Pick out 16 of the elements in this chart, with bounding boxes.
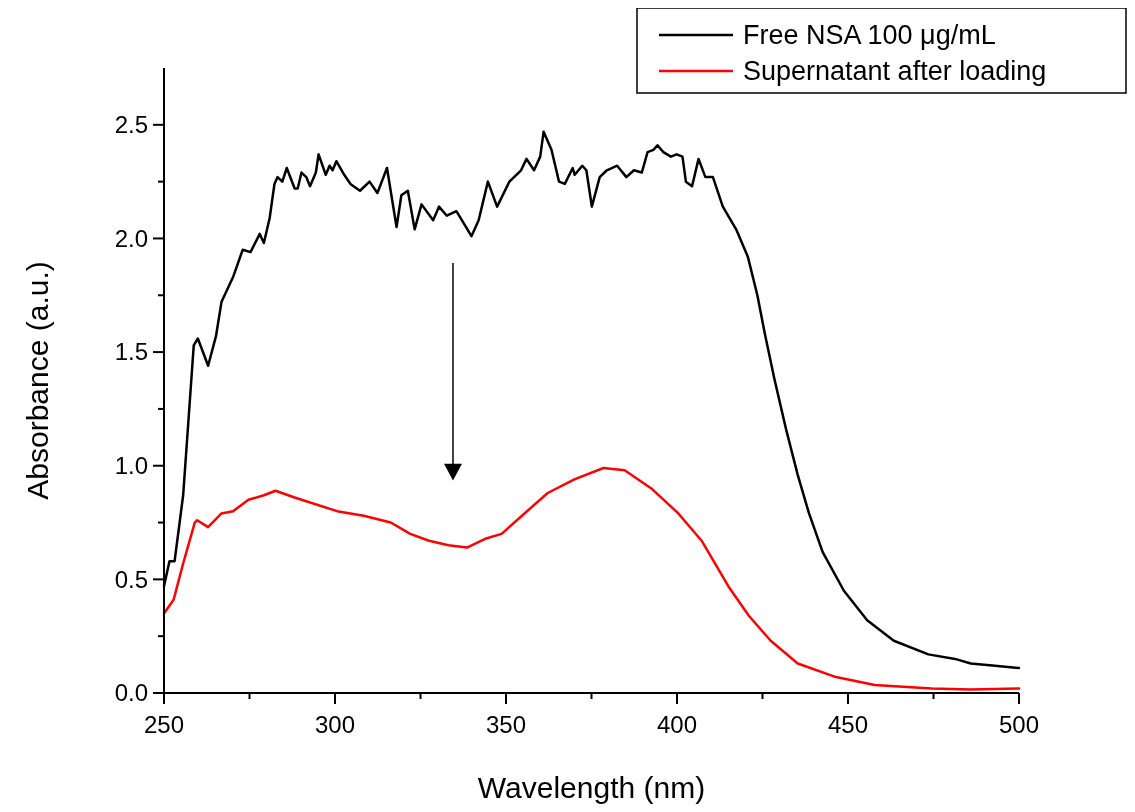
x-tick-label: 450 (827, 711, 869, 738)
y-tick-label: 0.0 (114, 679, 148, 707)
y-tick-label: 0.5 (114, 565, 148, 593)
y-axis-title: Absorbance (a.u.) (21, 261, 54, 500)
y-tick-label: 1.0 (114, 452, 148, 480)
y-tick-label: 1.5 (114, 338, 148, 366)
x-tick-label: 300 (314, 711, 356, 738)
x-tick-label: 350 (485, 711, 527, 738)
y-tick-label: 2.5 (114, 111, 148, 139)
x-axis-title: Wavelength (nm) (477, 771, 706, 804)
x-tick-label: 250 (143, 711, 185, 738)
x-tick-label: 400 (656, 711, 698, 738)
y-tick-label: 2.0 (114, 224, 148, 252)
legend-label: Free NSA 100 μg/mL (743, 20, 996, 51)
legend-label: Supernatant after loading (743, 56, 1047, 87)
x-tick-label: 500 (998, 711, 1040, 738)
